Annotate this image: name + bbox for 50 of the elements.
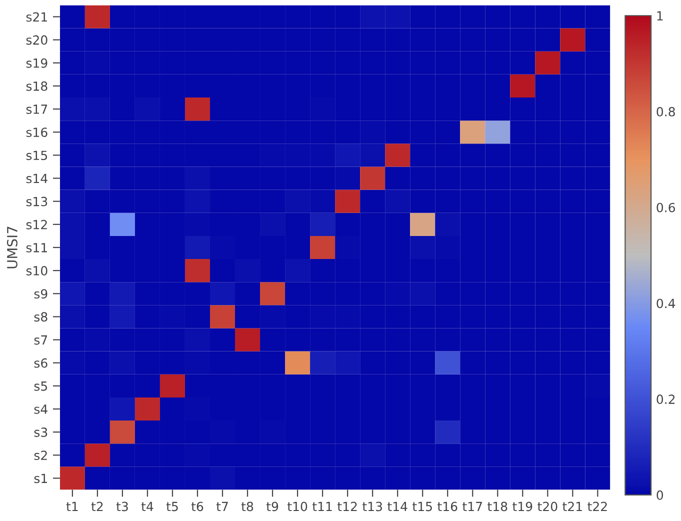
x-tick-label: t16 (438, 502, 458, 512)
color-bar-label: 1 (657, 11, 663, 20)
y-axis-title: UMSI7 (6, 226, 18, 268)
color-bar-label: 0.8 (656, 106, 675, 116)
y-tick-label: s9 (34, 289, 48, 299)
y-tick-label: s17 (26, 104, 48, 114)
y-tick-label: s15 (26, 150, 48, 160)
x-tick-label: t8 (241, 502, 254, 512)
x-tick-label: t6 (191, 502, 204, 512)
x-tick-label: t14 (388, 502, 408, 512)
y-tick-label: s1 (34, 474, 47, 484)
x-tick-label: t17 (462, 502, 482, 512)
color-bar-label: 0.4 (656, 298, 676, 308)
y-tick-label: s5 (34, 382, 48, 391)
y-tick-label: s4 (34, 404, 48, 414)
y-tick-label: s14 (26, 174, 48, 184)
x-tick-label: t15 (412, 502, 432, 512)
x-tick-label: t10 (287, 502, 308, 512)
y-tick-label: s12 (26, 220, 47, 230)
x-tick-label: t13 (362, 502, 382, 512)
x-tick-label: t18 (488, 502, 508, 512)
x-tick-label: t12 (337, 502, 357, 512)
y-tick-label: s21 (26, 12, 47, 22)
color-bar-label: 0 (656, 490, 664, 500)
x-tick-label: t2 (91, 502, 103, 512)
y-tick-label: s20 (26, 35, 48, 45)
y-tick-label: s3 (34, 428, 48, 437)
x-tick-label: t19 (512, 502, 532, 512)
x-tick-label: t9 (266, 502, 278, 512)
x-tick-label: t7 (216, 502, 228, 512)
color-bar-label: 0.2 (656, 394, 675, 404)
x-tick-label: t21 (562, 502, 582, 512)
x-tick-label: t4 (141, 502, 154, 512)
y-tick-label: s11 (26, 243, 47, 252)
x-tick-label: t11 (312, 502, 332, 512)
y-tick-label: s2 (34, 450, 47, 460)
y-tick-label: s10 (26, 266, 48, 276)
y-tick-label: s7 (34, 335, 48, 345)
x-tick-label: t3 (116, 502, 128, 512)
y-tick-label: s19 (26, 58, 48, 68)
x-tick-label: t20 (538, 502, 558, 512)
y-tick-label: s16 (26, 128, 48, 138)
x-tick-label: t5 (166, 502, 178, 512)
y-tick-label: s6 (34, 358, 48, 368)
x-tick-label: t22 (588, 502, 607, 512)
y-tick-label: s13 (26, 196, 48, 206)
y-tick-label: s18 (26, 81, 48, 91)
color-bar-label: 0.6 (656, 202, 675, 212)
x-tick-label: t1 (66, 502, 78, 512)
y-tick-label: s8 (34, 312, 48, 322)
